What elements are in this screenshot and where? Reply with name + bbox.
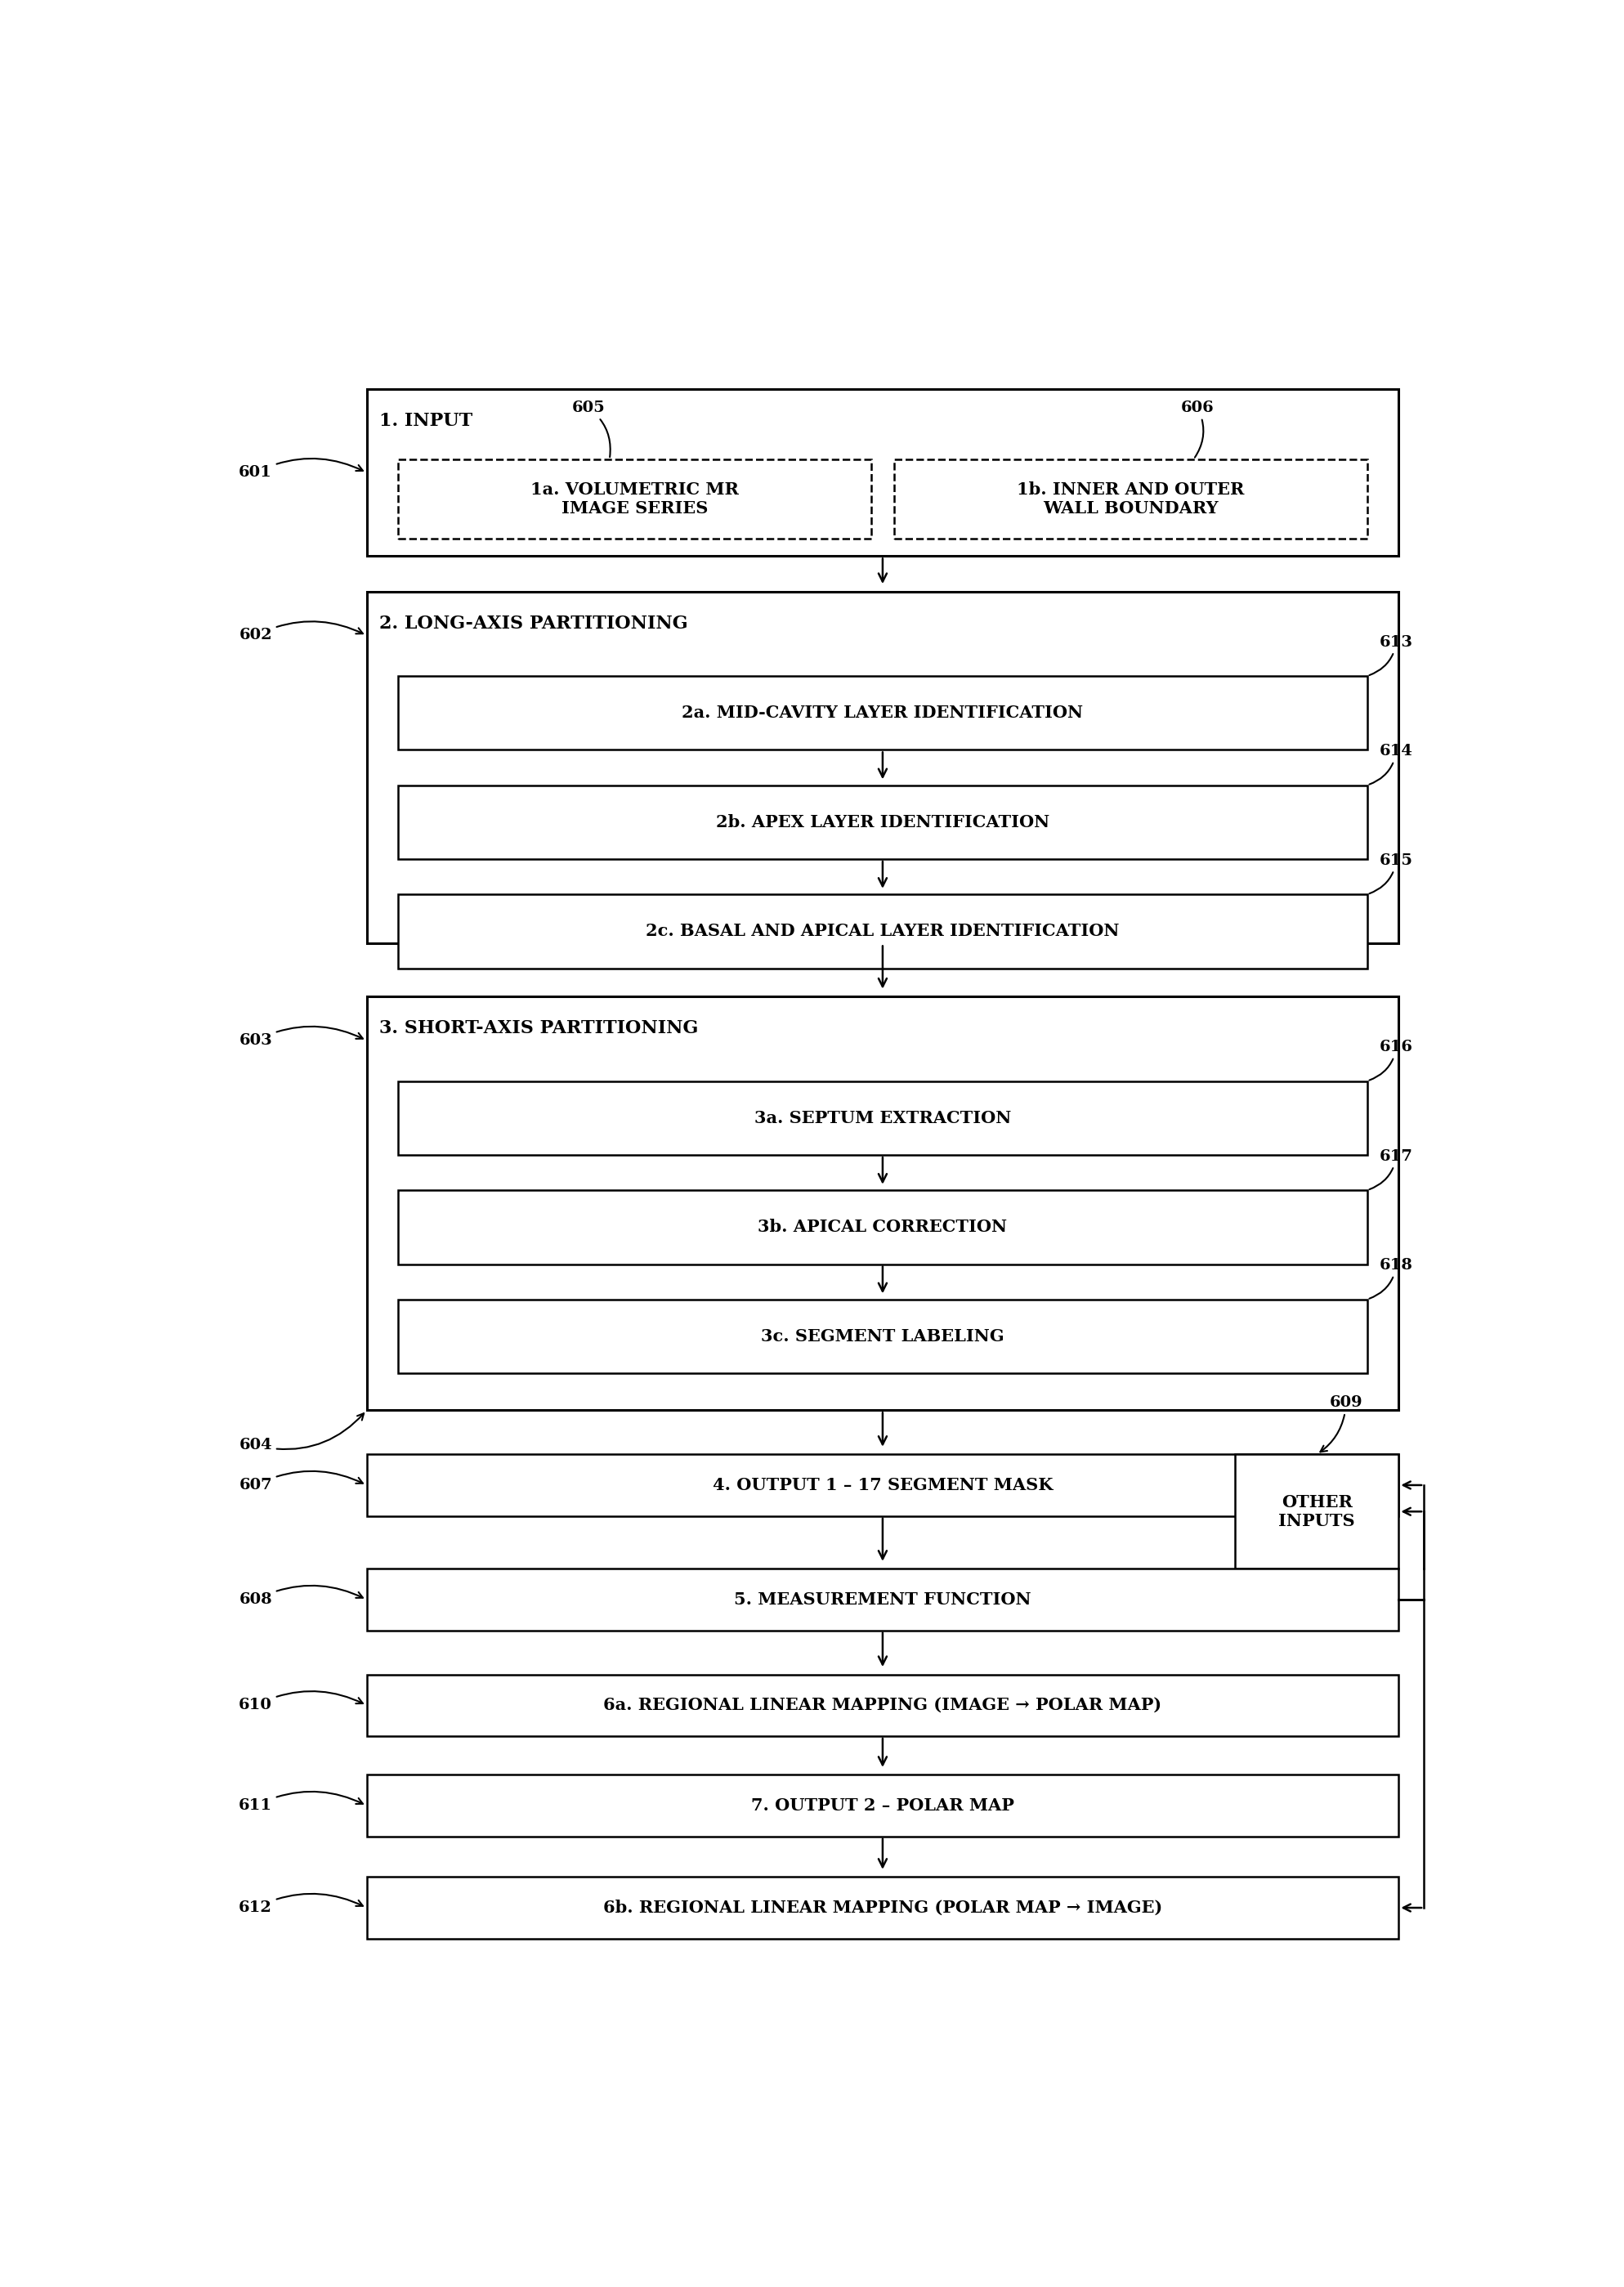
Text: 606: 606: [1181, 400, 1215, 457]
Bar: [398, 460, 872, 540]
Bar: [367, 1569, 1398, 1631]
Text: 2b. APEX LAYER IDENTIFICATION: 2b. APEX LAYER IDENTIFICATION: [716, 814, 1049, 830]
Text: 603: 603: [239, 1027, 362, 1047]
Text: 607: 607: [239, 1471, 362, 1493]
Text: 6b. REGIONAL LINEAR MAPPING (POLAR MAP → IMAGE): 6b. REGIONAL LINEAR MAPPING (POLAR MAP →…: [603, 1900, 1163, 1917]
Bar: [1234, 1455, 1398, 1569]
Text: 2c. BASAL AND APICAL LAYER IDENTIFICATION: 2c. BASAL AND APICAL LAYER IDENTIFICATIO…: [646, 924, 1119, 940]
Text: 617: 617: [1369, 1148, 1413, 1189]
Text: 7. OUTPUT 2 – POLAR MAP: 7. OUTPUT 2 – POLAR MAP: [752, 1798, 1013, 1814]
Text: 618: 618: [1369, 1258, 1413, 1299]
Text: 6a. REGIONAL LINEAR MAPPING (IMAGE → POLAR MAP): 6a. REGIONAL LINEAR MAPPING (IMAGE → POL…: [604, 1697, 1161, 1713]
Text: 1b. INNER AND OUTER
WALL BOUNDARY: 1b. INNER AND OUTER WALL BOUNDARY: [1017, 480, 1244, 517]
Text: 602: 602: [239, 622, 362, 643]
Text: 614: 614: [1369, 743, 1413, 784]
Bar: [398, 784, 1367, 860]
Bar: [398, 1189, 1367, 1265]
Bar: [398, 1299, 1367, 1372]
Text: OTHER
INPUTS: OTHER INPUTS: [1278, 1493, 1354, 1530]
Bar: [367, 1878, 1398, 1939]
Text: 615: 615: [1369, 853, 1413, 894]
Text: 2a. MID-CAVITY LAYER IDENTIFICATION: 2a. MID-CAVITY LAYER IDENTIFICATION: [682, 704, 1083, 720]
Bar: [367, 997, 1398, 1411]
Text: 611: 611: [239, 1791, 362, 1814]
Text: 1a. VOLUMETRIC MR
IMAGE SERIES: 1a. VOLUMETRIC MR IMAGE SERIES: [531, 480, 739, 517]
Text: 3. SHORT-AXIS PARTITIONING: 3. SHORT-AXIS PARTITIONING: [380, 1020, 698, 1038]
Bar: [367, 1674, 1398, 1736]
Text: 604: 604: [239, 1413, 364, 1452]
Text: 5. MEASUREMENT FUNCTION: 5. MEASUREMENT FUNCTION: [734, 1592, 1031, 1608]
Bar: [367, 1455, 1398, 1516]
Bar: [367, 592, 1398, 945]
Text: 608: 608: [239, 1585, 362, 1608]
Bar: [398, 677, 1367, 750]
Text: 613: 613: [1369, 636, 1413, 675]
Text: 610: 610: [239, 1690, 362, 1713]
Text: 616: 616: [1369, 1041, 1413, 1079]
Text: 4. OUTPUT 1 – 17 SEGMENT MASK: 4. OUTPUT 1 – 17 SEGMENT MASK: [713, 1477, 1052, 1493]
Bar: [367, 1775, 1398, 1836]
Text: 609: 609: [1320, 1395, 1363, 1452]
Text: 1. INPUT: 1. INPUT: [380, 412, 473, 430]
Text: 605: 605: [572, 400, 611, 457]
Bar: [398, 894, 1367, 967]
Text: 3c. SEGMENT LABELING: 3c. SEGMENT LABELING: [762, 1329, 1004, 1345]
Text: 3b. APICAL CORRECTION: 3b. APICAL CORRECTION: [758, 1219, 1007, 1235]
Bar: [398, 1082, 1367, 1155]
Text: 3a. SEPTUM EXTRACTION: 3a. SEPTUM EXTRACTION: [754, 1109, 1012, 1125]
Text: 2. LONG-AXIS PARTITIONING: 2. LONG-AXIS PARTITIONING: [380, 615, 689, 631]
Text: 612: 612: [239, 1894, 362, 1914]
Bar: [893, 460, 1367, 540]
Text: 601: 601: [239, 457, 362, 480]
Bar: [367, 389, 1398, 556]
